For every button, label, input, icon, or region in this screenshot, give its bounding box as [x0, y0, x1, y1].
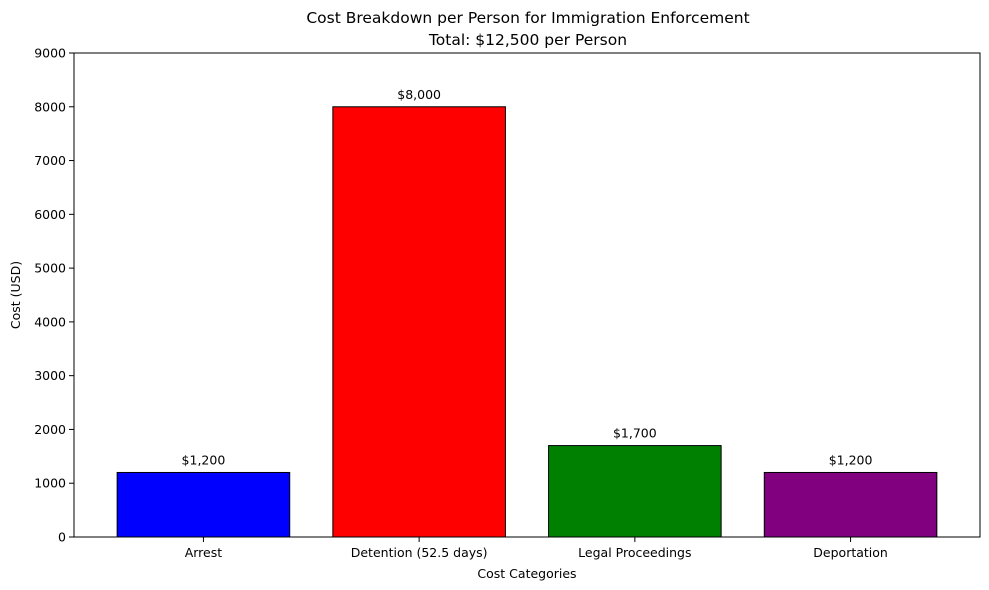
x-axis-label: Cost Categories [477, 566, 576, 581]
y-tick-label: 7000 [34, 153, 66, 168]
bar [332, 106, 506, 538]
bar-value-label: $1,200 [182, 452, 226, 467]
x-tick-label: Arrest [185, 545, 223, 560]
bar [548, 445, 722, 538]
bar [763, 471, 938, 538]
data-labels: $1,200 $8,000 $1,700 $1,200 [182, 87, 873, 468]
y-tick-label: 8000 [34, 99, 66, 114]
y-axis-ticks: 0 1000 2000 3000 4000 5000 6000 7000 8000 9000 [34, 46, 74, 545]
x-tick-label: Deportation [813, 545, 888, 560]
y-tick-label: 6000 [34, 207, 66, 222]
y-tick-label: 0 [58, 530, 66, 545]
x-tick-label: Legal Proceedings [578, 545, 691, 560]
plot-area-frame [73, 52, 981, 538]
bars [116, 106, 938, 538]
y-tick-label: 9000 [34, 46, 66, 61]
x-tick-label: Detention (52.5 days) [351, 545, 488, 560]
bar-value-label: $1,700 [613, 426, 657, 441]
y-tick-label: 2000 [34, 422, 66, 437]
x-axis-ticks: Arrest Detention (52.5 days) Legal Proceed… [185, 537, 888, 560]
y-tick-label: 3000 [34, 368, 66, 383]
bar-value-label: $1,200 [829, 452, 873, 467]
y-axis-label: Cost (USD) [8, 261, 23, 329]
chart-subtitle: Total: $12,500 per Person [428, 31, 627, 49]
y-tick-label: 4000 [34, 314, 66, 329]
bar [116, 471, 291, 538]
y-tick-label: 5000 [34, 261, 66, 276]
y-tick-label: 1000 [34, 476, 66, 491]
chart-title: Cost Breakdown per Person for Immigratio… [306, 9, 749, 27]
bar-value-label: $8,000 [397, 87, 441, 102]
